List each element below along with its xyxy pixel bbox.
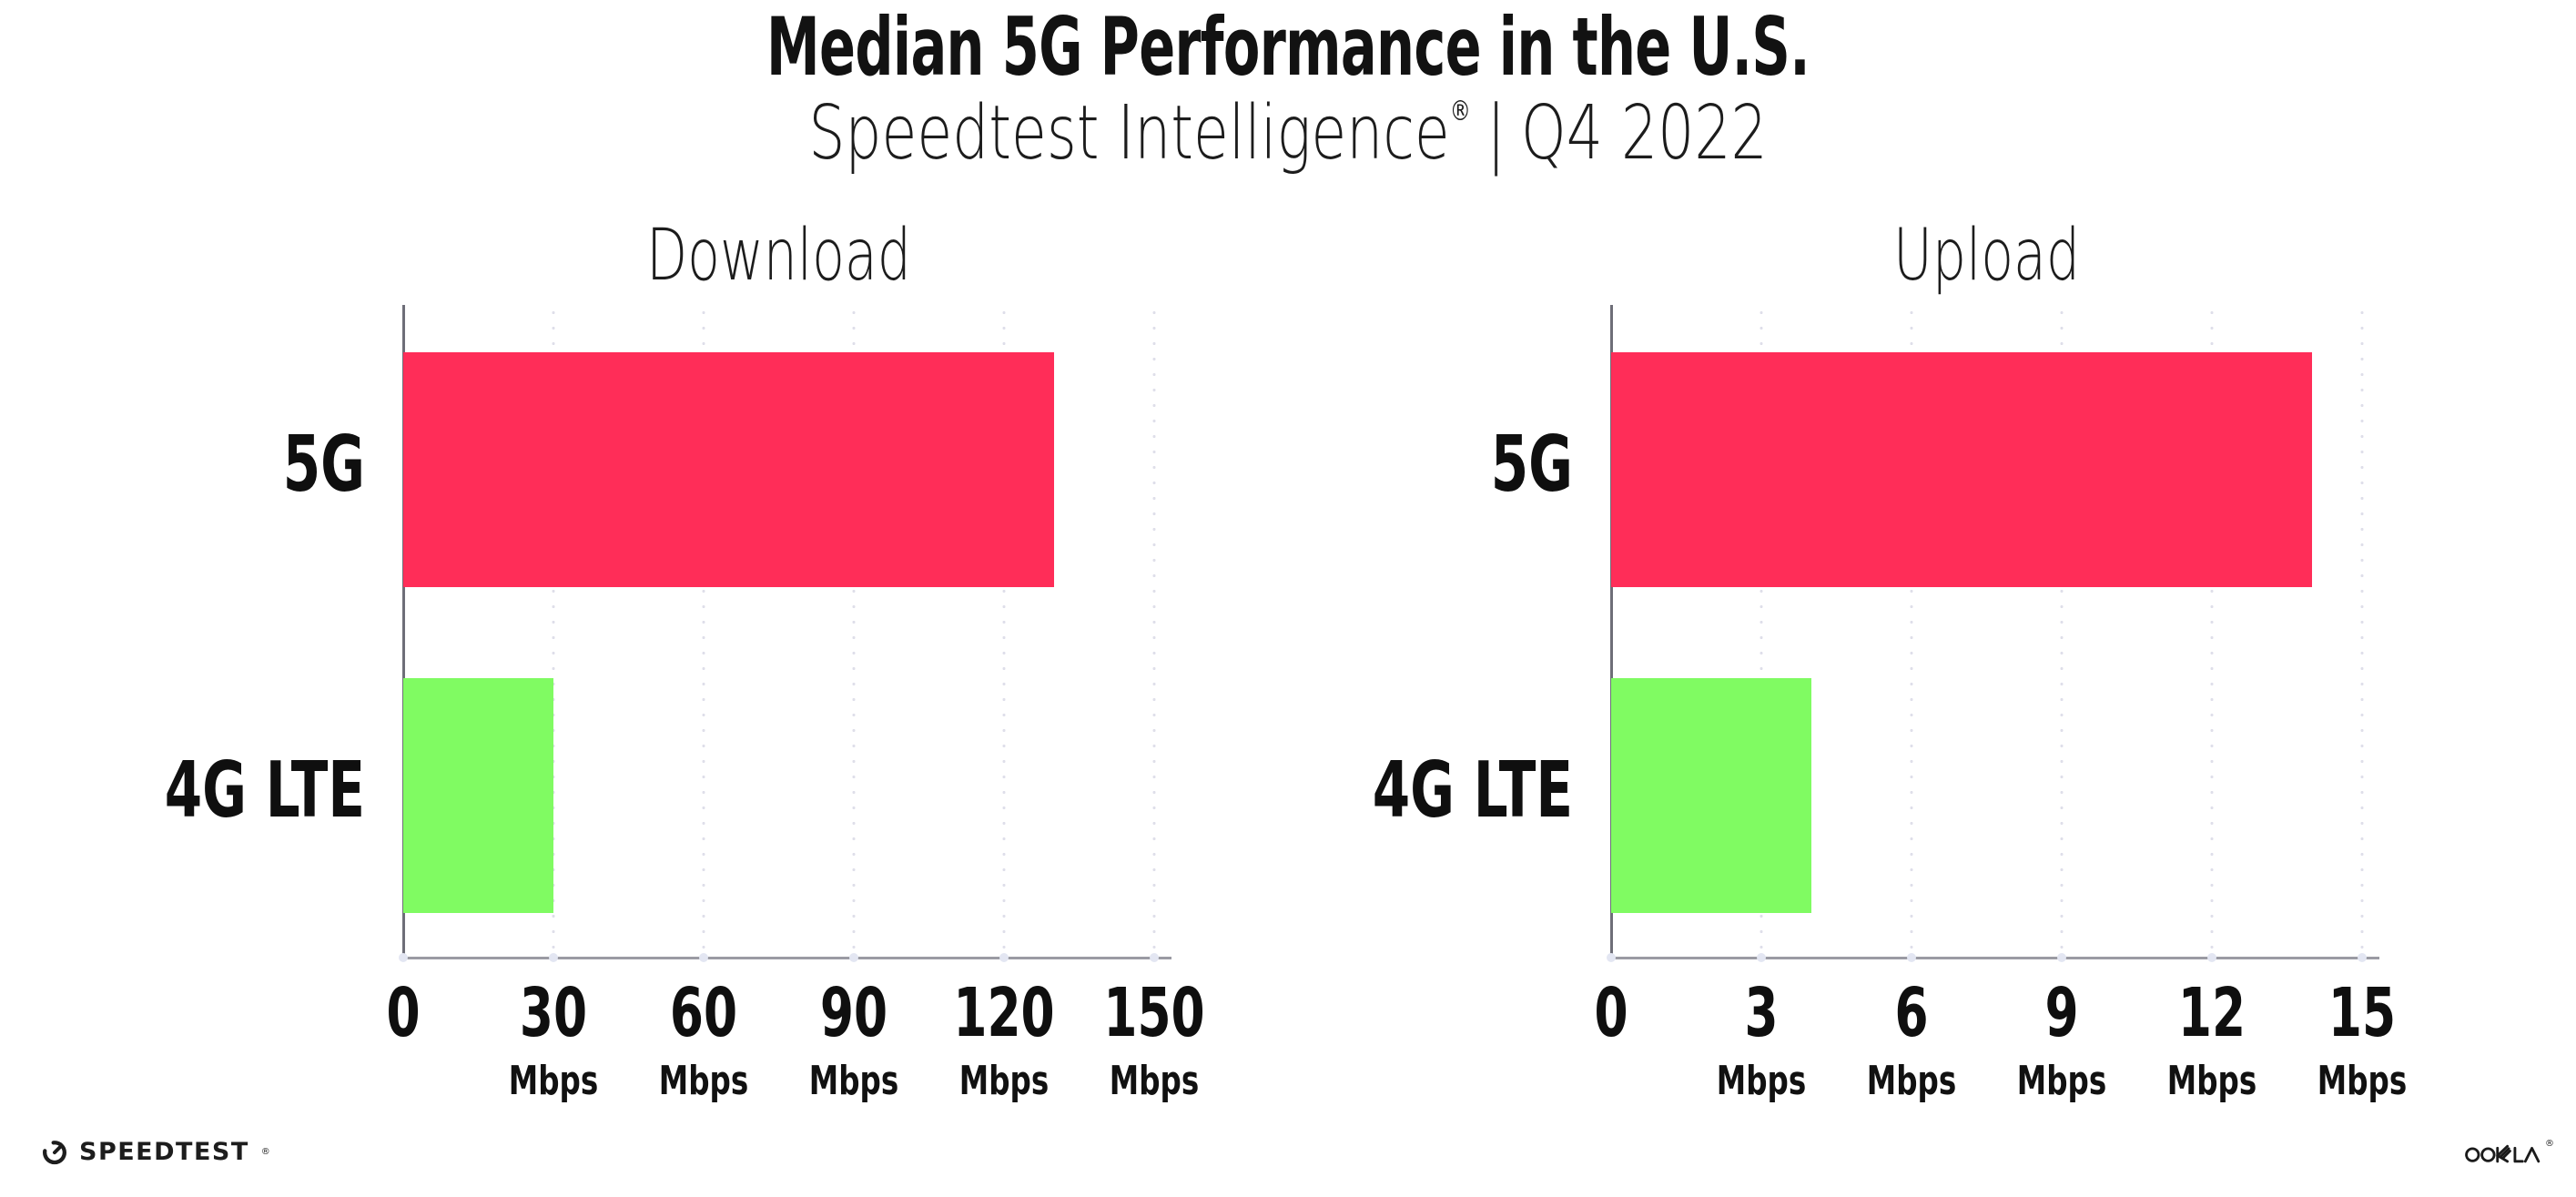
gridline xyxy=(852,305,856,957)
x-tick-value: 90 xyxy=(819,974,888,1052)
gridline xyxy=(2360,305,2364,957)
x-tick-unit: Mbps xyxy=(658,1058,749,1104)
bar-4g-lte xyxy=(1611,678,1811,913)
page-subtitle: Speedtest Intelligence® | Q4 2022 xyxy=(296,90,2279,177)
axis-tick-dot xyxy=(1607,953,1616,962)
axis-tick-dot xyxy=(2207,953,2216,962)
axis-tick-dot xyxy=(1150,953,1159,962)
subtitle-product: Speedtest Intelligence xyxy=(808,90,1450,177)
gridline xyxy=(2060,305,2064,957)
gridline xyxy=(1152,305,1156,957)
x-tick: 0 xyxy=(380,979,427,1047)
x-tick-unit: Mbps xyxy=(808,1058,899,1104)
gridline xyxy=(2210,305,2214,957)
category-label: 5G xyxy=(282,420,365,510)
registered-trademark-symbol: ® xyxy=(1449,96,1471,127)
x-tick: 30 Mbps xyxy=(493,979,614,1101)
y-axis-line xyxy=(402,305,405,959)
x-tick-value: 0 xyxy=(1594,974,1628,1052)
x-tick-value: 9 xyxy=(2044,974,2079,1052)
x-axis-labels: 0 30 Mbps 60 Mbps 90 Mbps 120 Mbps 150 Mbps xyxy=(386,979,1204,1125)
x-tick-unit: Mbps xyxy=(508,1058,599,1104)
x-tick-value: 0 xyxy=(386,974,421,1052)
x-tick-value: 30 xyxy=(519,974,588,1052)
ookla-trademark-symbol: ® xyxy=(2545,1139,2554,1149)
x-tick-value: 120 xyxy=(953,974,1055,1052)
axis-tick-dot xyxy=(1757,953,1766,962)
x-tick-value: 60 xyxy=(669,974,738,1052)
download-chart: Download 5G 4G LTE 0 30 Mbps 60 Mbps 90 Mbps 120… xyxy=(165,0,1277,1197)
bar-5g xyxy=(1611,352,2312,587)
axis-tick-dot xyxy=(2358,953,2367,962)
gridline xyxy=(552,305,555,957)
x-tick-unit: Mbps xyxy=(1716,1058,1807,1104)
x-axis-line xyxy=(402,957,1171,959)
x-tick-unit: Mbps xyxy=(2016,1058,2107,1104)
speedtest-logo: SPEEDTEST ® xyxy=(40,1137,270,1166)
x-tick: 3 Mbps xyxy=(1701,979,1822,1101)
axis-tick-dot xyxy=(999,953,1009,962)
gridline xyxy=(1910,305,1913,957)
axis-tick-dot xyxy=(2057,953,2066,962)
x-axis-labels: 0 3 Mbps 6 Mbps 9 Mbps 12 Mbps 15 Mbps xyxy=(1594,979,2407,1125)
ookla-logo: ® xyxy=(2465,1140,2554,1164)
speedtest-trademark-symbol: ® xyxy=(260,1146,270,1157)
axis-tick-dot xyxy=(549,953,558,962)
gridline xyxy=(1002,305,1006,957)
x-tick-value: 3 xyxy=(1744,974,1779,1052)
y-axis-line xyxy=(1610,305,1613,959)
gridline xyxy=(702,305,705,957)
upload-chart: Upload 5G 4G LTE 0 3 Mbps 6 Mbps 9 Mbps 12 Mbps 15… xyxy=(1373,0,2485,1197)
subtitle-period: Q4 2022 xyxy=(1521,90,1768,177)
x-tick: 6 Mbps xyxy=(1851,979,1973,1101)
gridline xyxy=(1760,305,1763,957)
bar-5g xyxy=(403,352,1054,587)
x-tick: 60 Mbps xyxy=(644,979,765,1101)
bar-4g-lte xyxy=(403,678,553,913)
plot-area: 5G 4G LTE xyxy=(1373,305,2379,962)
page-title: Median 5G Performance in the U.S. xyxy=(766,0,1810,94)
axis-tick-dot xyxy=(849,953,858,962)
x-tick: 0 xyxy=(1587,979,1635,1047)
chart-title: Upload xyxy=(1893,215,2080,297)
x-tick-unit: Mbps xyxy=(2317,1058,2408,1104)
x-tick: 150 Mbps xyxy=(1084,979,1224,1101)
plot-area: 5G 4G LTE xyxy=(165,305,1171,962)
axis-tick-dot xyxy=(1907,953,1916,962)
x-tick-value: 150 xyxy=(1103,974,1205,1052)
x-tick-unit: Mbps xyxy=(958,1058,1050,1104)
x-axis-line xyxy=(1610,957,2379,959)
speedtest-logo-text: SPEEDTEST xyxy=(79,1137,249,1166)
category-label: 4G LTE xyxy=(1372,746,1573,836)
x-tick-unit: Mbps xyxy=(1109,1058,1200,1104)
x-tick: 9 Mbps xyxy=(2002,979,2123,1101)
speedtest-gauge-icon xyxy=(43,1141,66,1165)
x-tick-value: 15 xyxy=(2328,974,2397,1052)
category-label: 4G LTE xyxy=(164,746,365,836)
x-tick-unit: Mbps xyxy=(2166,1058,2257,1104)
x-tick: 120 Mbps xyxy=(934,979,1074,1101)
axis-tick-dot xyxy=(699,953,708,962)
subtitle-separator: | xyxy=(1486,90,1506,177)
category-label: 5G xyxy=(1490,420,1573,510)
x-tick-unit: Mbps xyxy=(1866,1058,1957,1104)
x-tick: 15 Mbps xyxy=(2302,979,2423,1101)
chart-title: Download xyxy=(646,215,911,297)
axis-tick-dot xyxy=(399,953,408,962)
x-tick-value: 6 xyxy=(1894,974,1929,1052)
x-tick: 12 Mbps xyxy=(2152,979,2273,1101)
x-tick: 90 Mbps xyxy=(794,979,915,1101)
ookla-wordmark-icon xyxy=(2465,1144,2541,1163)
x-tick-value: 12 xyxy=(2177,974,2246,1052)
